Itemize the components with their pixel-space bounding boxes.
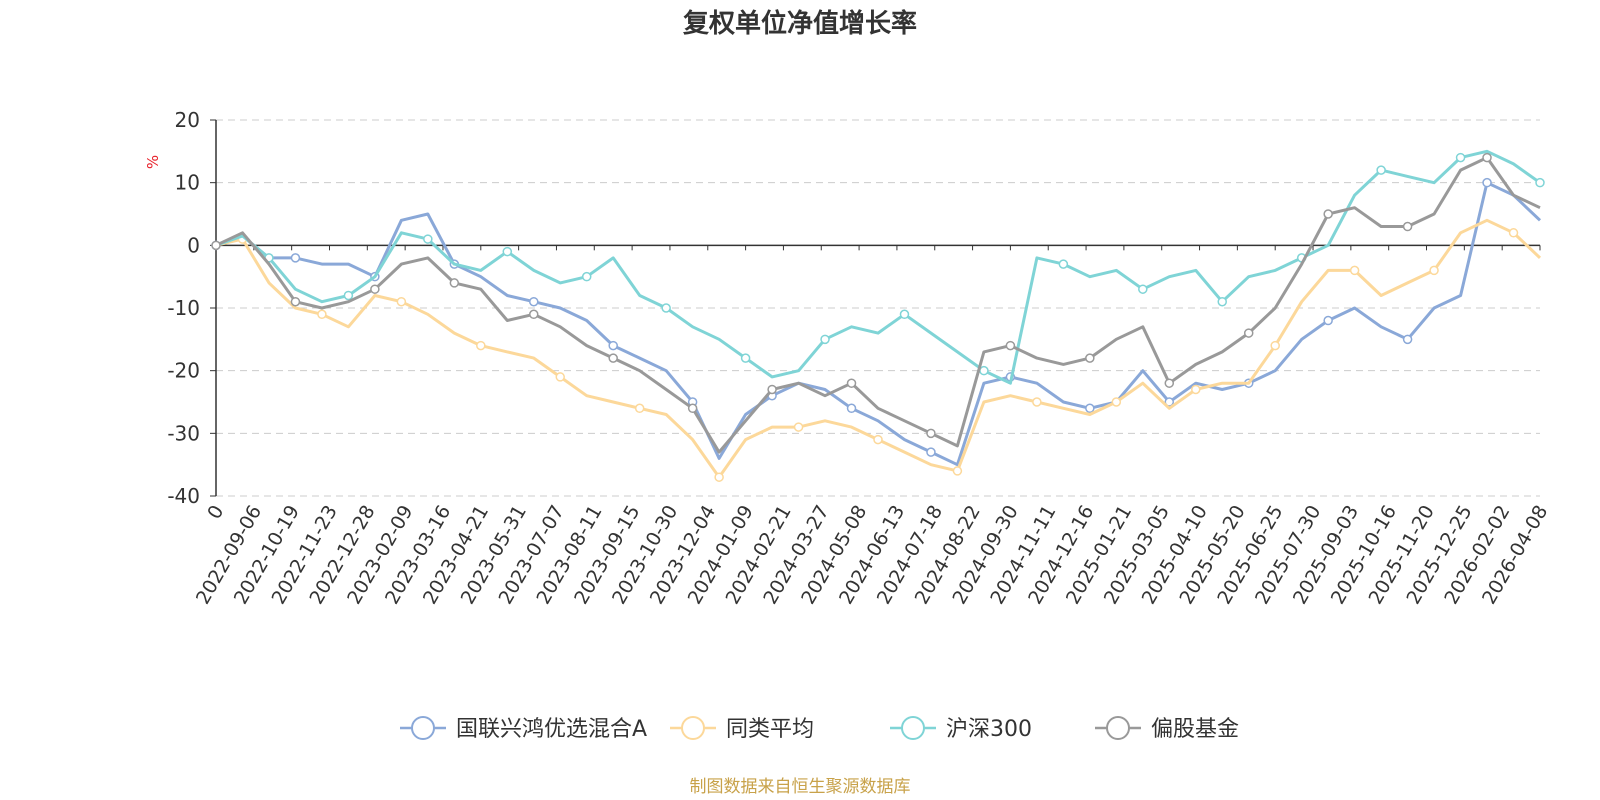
- data-point: [1243, 328, 1254, 338]
- data-point: [1482, 177, 1492, 188]
- data-point: [952, 466, 963, 476]
- data-point: [581, 271, 592, 282]
- data-point: [1111, 397, 1122, 407]
- series-line-0: [215, 181, 1542, 467]
- data-point: [899, 309, 910, 320]
- legend-label: 偏股基金: [1151, 717, 1239, 742]
- data-point: [767, 384, 777, 395]
- data-point: [502, 246, 513, 257]
- data-point: [1191, 384, 1201, 395]
- data-point: [979, 365, 989, 376]
- data-point: [608, 340, 618, 351]
- data-point: [873, 434, 883, 445]
- y-tick-label: 10: [175, 171, 200, 195]
- y-axis-unit: %: [144, 155, 162, 169]
- data-point: [1164, 378, 1175, 388]
- data-point: [1058, 259, 1069, 269]
- data-point: [1402, 221, 1413, 232]
- data-point: [1085, 403, 1095, 414]
- axes: [215, 120, 1540, 496]
- y-tick-label: -20: [167, 359, 200, 383]
- data-point: [820, 334, 830, 345]
- legend[interactable]: 国联兴鸿优选混合A 同类平均 沪深300 偏股基金: [400, 716, 1239, 742]
- gridlines: [216, 119, 1540, 497]
- data-point: [1217, 296, 1227, 307]
- legend-marker-icon: [1106, 716, 1130, 740]
- data-point: [1323, 315, 1333, 326]
- data-point: [926, 447, 936, 457]
- data-point: [555, 372, 565, 382]
- data-point: [1402, 334, 1413, 345]
- data-point: [449, 278, 460, 288]
- data-point: [211, 240, 221, 251]
- data-point: [370, 284, 380, 294]
- y-tick-label: 0: [187, 233, 200, 257]
- data-point: [529, 309, 539, 320]
- data-point: [846, 403, 857, 414]
- legend-label: 沪深300: [946, 717, 1032, 742]
- data-point: [1535, 177, 1545, 188]
- y-tick-label: 20: [175, 108, 200, 132]
- data-point: [1429, 265, 1439, 276]
- data-point: [1376, 165, 1386, 175]
- series-line-3: [215, 156, 1541, 454]
- series-lines: [211, 149, 1545, 482]
- data-point: [740, 353, 751, 363]
- data-point: [290, 253, 301, 263]
- data-point: [1138, 284, 1148, 294]
- legend-marker-icon: [901, 716, 925, 740]
- data-point: [396, 296, 407, 307]
- legend-marker-icon: [681, 716, 705, 740]
- legend-marker-icon: [411, 716, 435, 740]
- data-point: [846, 378, 857, 388]
- data-point: [1032, 397, 1042, 407]
- data-point: [529, 296, 539, 307]
- data-point: [1270, 340, 1280, 351]
- data-point: [343, 290, 354, 301]
- data-point: [661, 303, 671, 313]
- source-note: 制图数据来自恒生聚源数据库: [690, 777, 911, 797]
- data-point: [687, 403, 698, 414]
- legend-item[interactable]: 国联兴鸿优选混合A: [400, 716, 647, 742]
- data-point: [1349, 265, 1360, 276]
- legend-label: 国联兴鸿优选混合A: [456, 717, 647, 742]
- data-point: [1482, 152, 1492, 163]
- chart-title: 复权单位净值增长率: [683, 8, 917, 39]
- legend-item[interactable]: 偏股基金: [1095, 716, 1239, 742]
- data-point: [1508, 228, 1519, 238]
- legend-item[interactable]: 同类平均: [670, 716, 814, 742]
- data-point: [1005, 340, 1016, 351]
- series-line-2: [215, 149, 1541, 385]
- data-point: [926, 428, 936, 439]
- legend-label: 同类平均: [726, 717, 814, 742]
- data-point: [290, 296, 301, 307]
- legend-item[interactable]: 沪深300: [890, 716, 1032, 742]
- y-tick-label: -40: [167, 484, 200, 508]
- data-point: [634, 403, 645, 414]
- data-point: [317, 309, 327, 320]
- data-point: [608, 353, 618, 363]
- data-point: [423, 234, 433, 244]
- y-axis-ticks: -40 -30 -20 -10 0 10 20: [167, 108, 216, 508]
- y-tick-label: -30: [167, 421, 200, 445]
- y-tick-label: -10: [167, 296, 200, 320]
- data-point: [1323, 209, 1333, 219]
- data-point: [1455, 152, 1466, 163]
- data-point: [793, 422, 804, 432]
- data-point: [1085, 353, 1095, 363]
- data-point: [714, 472, 724, 482]
- data-point: [476, 340, 486, 351]
- x-tick-label: 0: [203, 502, 228, 523]
- data-point: [1164, 397, 1175, 407]
